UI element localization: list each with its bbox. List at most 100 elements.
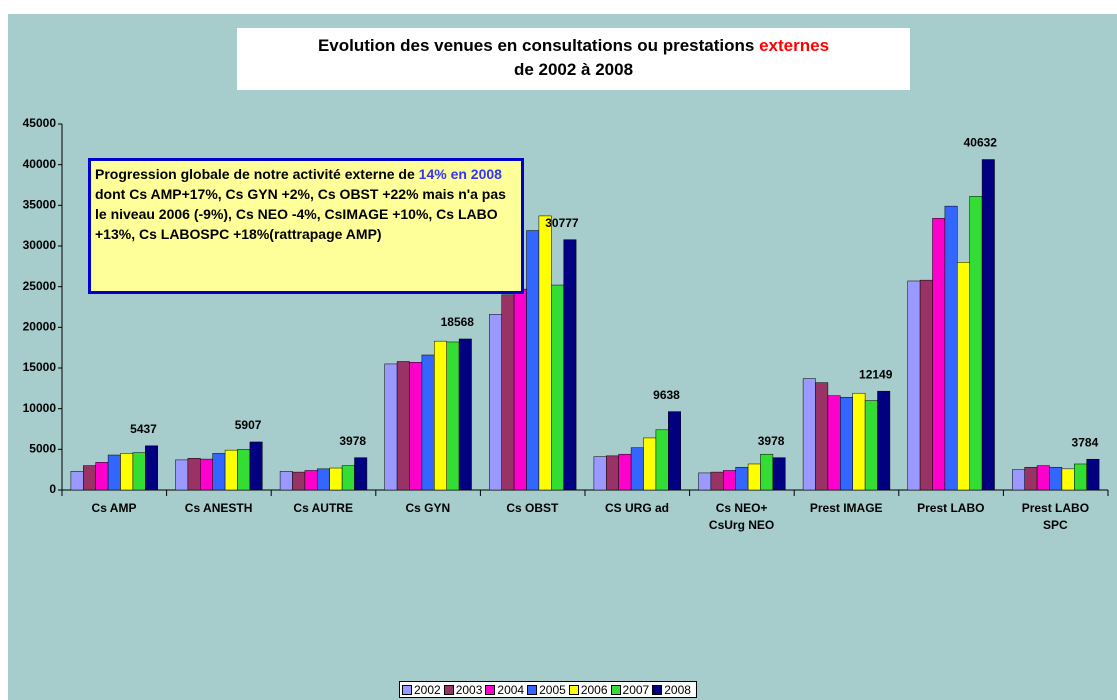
x-tick-label: Prest LABO SPC	[1021, 501, 1090, 532]
bar	[1012, 469, 1025, 491]
data-label: 3978	[339, 434, 366, 448]
bar	[187, 458, 201, 491]
legend-label: 2006	[580, 682, 608, 697]
bar	[919, 279, 933, 491]
x-tick-label: Cs NEO+ CsUrg NEO	[708, 501, 775, 532]
bar	[723, 470, 736, 491]
bar	[384, 363, 398, 491]
bar	[944, 205, 958, 491]
title-line: de 2002 à 2008	[237, 58, 910, 82]
bar	[969, 196, 983, 491]
bar	[513, 288, 527, 491]
annotation-part: Progression globale de notre activité ex…	[95, 166, 419, 182]
legend-swatch	[652, 684, 663, 695]
bar	[70, 471, 84, 491]
bar	[446, 341, 460, 491]
bar	[827, 395, 841, 491]
bar	[526, 230, 540, 491]
data-label: 12149	[859, 367, 893, 381]
bar	[434, 340, 447, 491]
title-part: Evolution des venues en consultations ou…	[317, 36, 760, 55]
bar	[655, 429, 669, 491]
bar	[132, 452, 146, 491]
bar	[249, 441, 263, 491]
bar	[735, 466, 749, 491]
legend-label: 2005	[539, 682, 566, 697]
bar	[1049, 466, 1063, 491]
bar	[606, 455, 619, 491]
y-tick-label: 0	[49, 482, 56, 496]
legend-label: 2003	[455, 682, 483, 697]
bar	[1024, 466, 1038, 491]
legend-item: 2008	[652, 683, 691, 697]
x-tick-label: Cs GYN	[405, 501, 451, 515]
y-tick-label: 5000	[29, 442, 56, 456]
bar	[864, 400, 878, 491]
bar	[710, 471, 724, 491]
bar	[354, 457, 368, 491]
title-part: de 2002 à 2008	[513, 60, 634, 79]
chart-title: Evolution des venues en consultations ou…	[237, 28, 910, 90]
bar	[538, 215, 552, 491]
bar	[698, 472, 712, 491]
bar	[212, 453, 226, 491]
bar	[145, 445, 158, 491]
bar	[396, 361, 410, 491]
data-label: 3978	[758, 434, 785, 448]
legend-swatch	[568, 684, 579, 695]
legend-swatch	[610, 684, 621, 695]
bar	[292, 471, 306, 491]
title-line: Evolution des venues en consultations ou…	[237, 34, 910, 58]
y-tick-label: 10000	[23, 401, 57, 415]
bar	[341, 465, 355, 491]
bar	[772, 457, 786, 491]
bar	[1086, 458, 1100, 491]
data-label: 5437	[130, 422, 157, 436]
bar	[501, 294, 515, 491]
bar	[409, 362, 423, 491]
x-tick-label: Prest LABO	[917, 501, 985, 515]
bar	[95, 462, 109, 491]
y-tick-label: 45000	[23, 116, 57, 130]
annotation-part: dont Cs AMP+17%, Cs GYN +2%, Cs OBST +22…	[95, 186, 506, 242]
bar	[802, 378, 816, 491]
bar	[815, 382, 829, 491]
bar	[317, 468, 330, 491]
bar	[643, 437, 657, 491]
y-tick-label: 40000	[23, 157, 57, 171]
legend: 2002 2003 2004 2005 2006 2007 2008	[399, 681, 697, 698]
bar	[329, 467, 343, 491]
bar	[120, 453, 134, 491]
legend-swatch	[527, 684, 538, 695]
data-label: 40632	[964, 136, 998, 150]
bar	[907, 280, 921, 491]
annotation-part: 14% en 2008	[418, 166, 502, 182]
legend-swatch	[443, 684, 454, 695]
bar	[840, 397, 853, 491]
bar	[932, 218, 946, 491]
bar	[279, 471, 293, 491]
bar	[981, 159, 995, 491]
data-label: 9638	[653, 388, 680, 402]
x-tick-label: Cs AMP	[91, 501, 137, 515]
bar	[618, 453, 632, 491]
data-label: 18568	[441, 315, 475, 329]
bar	[668, 411, 681, 491]
x-tick-label: Prest IMAGE	[809, 501, 883, 515]
bar	[107, 454, 121, 491]
legend-item: 2006	[568, 682, 608, 697]
bar	[630, 447, 644, 491]
bar	[852, 392, 866, 491]
bar	[175, 459, 189, 491]
bar	[83, 465, 96, 491]
y-tick-label: 25000	[23, 279, 57, 293]
data-label: 3784	[1072, 435, 1099, 449]
legend-swatch	[485, 684, 496, 695]
legend-label: 2007	[622, 682, 650, 697]
legend-item: 2003	[443, 682, 483, 697]
bar	[593, 456, 607, 491]
y-tick-label: 30000	[23, 238, 57, 252]
bar	[458, 338, 472, 491]
y-tick-label: 15000	[23, 360, 57, 374]
